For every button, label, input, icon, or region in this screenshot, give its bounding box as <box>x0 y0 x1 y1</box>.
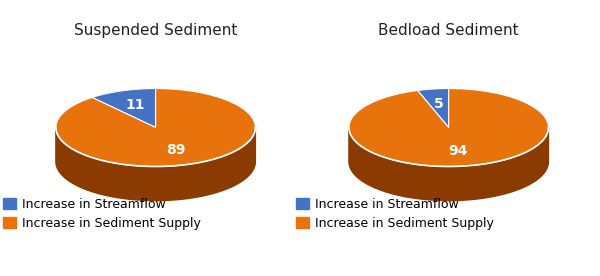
Polygon shape <box>349 89 548 166</box>
Polygon shape <box>92 89 155 128</box>
Text: 94: 94 <box>448 144 468 158</box>
Title: Suspended Sediment: Suspended Sediment <box>74 23 238 38</box>
Polygon shape <box>56 128 256 201</box>
Legend: Increase in Streamflow, Increase in Sediment Supply: Increase in Streamflow, Increase in Sedi… <box>3 198 201 230</box>
Polygon shape <box>418 89 449 128</box>
Text: 89: 89 <box>166 142 185 156</box>
Polygon shape <box>349 128 548 201</box>
Text: 5: 5 <box>434 97 444 112</box>
Legend: Increase in Streamflow, Increase in Sediment Supply: Increase in Streamflow, Increase in Sedi… <box>296 198 494 230</box>
Title: Bedload Sediment: Bedload Sediment <box>379 23 519 38</box>
Text: 11: 11 <box>125 99 145 113</box>
Polygon shape <box>56 89 256 166</box>
